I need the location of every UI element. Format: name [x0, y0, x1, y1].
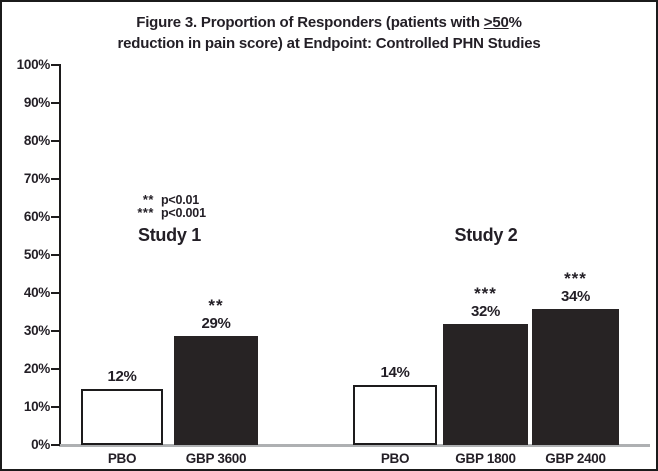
y-axis-tick-mark [51, 140, 60, 142]
geq-50-underlined: >50 [483, 14, 509, 31]
x-axis-baseline [59, 444, 650, 447]
y-axis-tick-mark [51, 102, 60, 104]
bar-pbo-study-2 [353, 385, 437, 445]
y-axis-tick-label: 60% [23, 209, 50, 224]
y-axis-tick-mark [51, 292, 60, 294]
legend-stars: ** [142, 192, 154, 207]
bar-gbp-3600-study-1 [174, 336, 258, 445]
y-axis-tick-mark [51, 178, 60, 180]
x-axis-category-label-pbo-study-2: PBO [380, 451, 410, 466]
bar-value-label-pbo-study-2: 14% [380, 364, 410, 381]
legend-stars: *** [137, 205, 154, 220]
group-label-study-2: Study 2 [454, 225, 518, 245]
figure-title-line-1: Figure 3. Proportion of Responders (pati… [136, 14, 522, 31]
y-axis-tick-label: 40% [23, 285, 50, 300]
x-axis-category-label-gbp-1800-study-2: GBP 1800 [455, 451, 516, 466]
bar-significance-gbp-2400-study-2: *** [564, 269, 587, 288]
y-axis-tick-mark [51, 330, 60, 332]
y-axis-tick-mark [51, 216, 60, 218]
group-label-study-1: Study 1 [138, 225, 201, 245]
y-axis-tick-mark [51, 64, 60, 66]
legend-label: p<0.01 [161, 193, 200, 207]
y-axis-tick-label: 90% [23, 95, 50, 110]
y-axis-tick-mark [51, 406, 60, 408]
legend-label: p<0.001 [161, 206, 206, 220]
significance-legend: ** p<0.01 *** p<0.001 [120, 192, 206, 220]
y-axis-tick-mark [51, 254, 60, 256]
figure-title: Figure 3. Proportion of Responders (pati… [2, 12, 656, 54]
y-axis-line [59, 64, 61, 447]
y-axis-tick-label: 50% [23, 247, 50, 262]
y-axis-tick-mark [51, 368, 60, 370]
x-axis-category-label-gbp-2400-study-2: GBP 2400 [545, 451, 606, 466]
bar-value-label-gbp-1800-study-2: 32% [470, 303, 501, 320]
y-axis-tick-label: 20% [23, 361, 50, 376]
legend-entry--: ** p<0.01 [120, 192, 206, 207]
y-axis-tick-mark [51, 444, 60, 446]
y-axis-tick-label: 30% [23, 323, 50, 338]
bar-value-label-pbo-study-1: 12% [107, 368, 137, 385]
legend-entry--: *** p<0.001 [120, 205, 206, 220]
y-axis-tick-label: 10% [23, 399, 50, 414]
y-axis-tick-label: 0% [31, 437, 50, 452]
bar-gbp-2400-study-2 [532, 309, 619, 445]
bar-significance-gbp-1800-study-2: *** [474, 284, 497, 303]
bar-pbo-study-1 [81, 389, 163, 445]
bar-value-label-gbp-3600-study-1: 29% [201, 315, 231, 332]
bar-significance-gbp-3600-study-1: ** [208, 296, 224, 315]
bar-value-label-gbp-2400-study-2: 34% [560, 288, 591, 305]
y-axis-tick-label: 80% [23, 133, 50, 148]
figure-title-line-2: reduction in pain score) at Endpoint: Co… [117, 35, 541, 52]
x-axis-category-label-pbo-study-1: PBO [107, 451, 137, 466]
y-axis-tick-label: 100% [16, 57, 51, 72]
x-axis-category-label-gbp-3600-study-1: GBP 3600 [185, 451, 247, 466]
y-axis-tick-label: 70% [23, 171, 50, 186]
bar-gbp-1800-study-2 [443, 324, 528, 445]
